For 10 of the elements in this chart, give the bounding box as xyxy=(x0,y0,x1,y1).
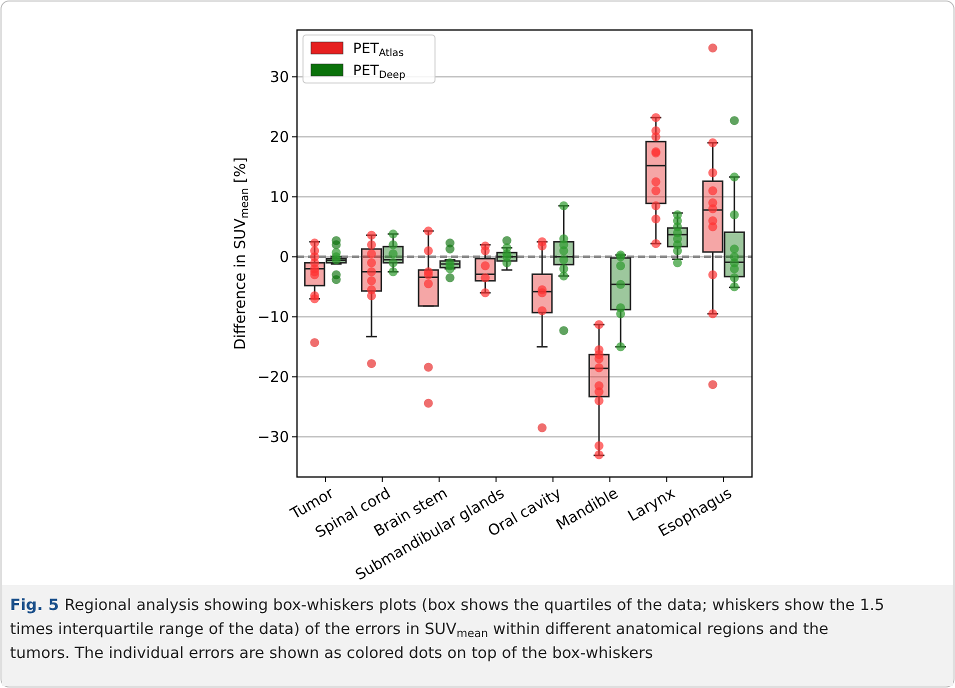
legend-label: PET$_{Deep}$ xyxy=(353,63,406,80)
y-tick-label: 10 xyxy=(270,188,289,206)
y-tick-label: 0 xyxy=(279,248,289,266)
text: Fig. 5 Regional analysis showing box-whiskers plots (box shows the quartiles of the data; whiskers show the 1.5 times interquartile range of the data) of the errors in SUV$_{mean}$ within different anatomical regions and the tumors. The individual errors are shown as colored dots on top of the box-whiskers xyxy=(10,596,884,662)
y-tick-label: −30 xyxy=(257,428,289,446)
y-tick-label: 30 xyxy=(270,68,289,86)
legend-label: PET$_{Atlas}$ xyxy=(353,41,404,58)
y-tick-label: −20 xyxy=(257,368,289,386)
y-tick-label: −10 xyxy=(257,308,289,326)
y-tick-label: 20 xyxy=(270,128,289,146)
